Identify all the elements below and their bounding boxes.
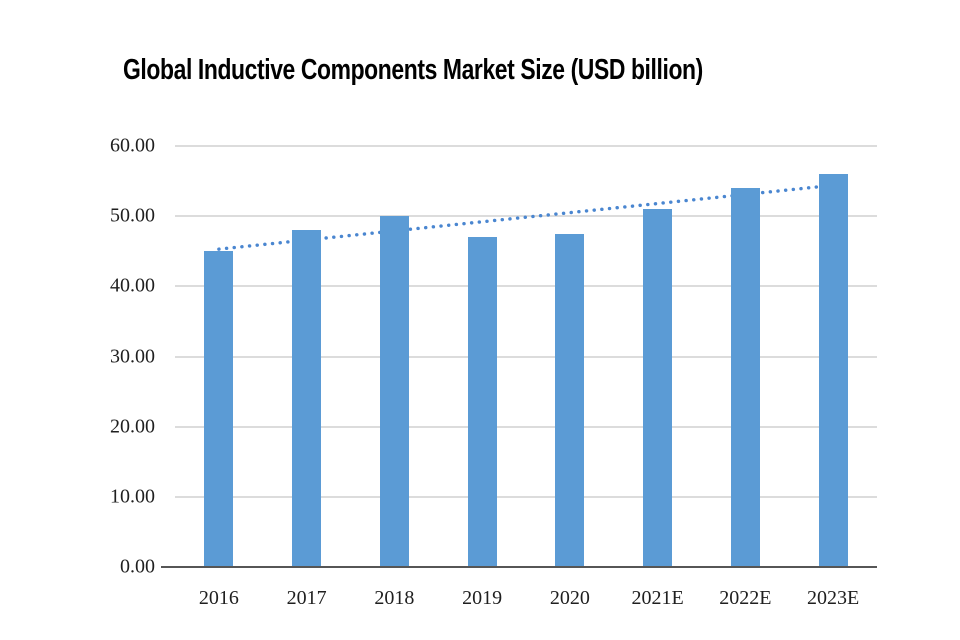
grid-line [175,425,877,428]
bar-slot [702,146,790,567]
bar [379,216,409,567]
bar-slot [526,146,614,567]
x-tick-label: 2022E [719,587,772,609]
x-axis-labels: 2016 2017 2018 2019 2020 2021E 2022E 2023E [175,587,877,610]
y-tick-label: 40.00 [110,274,155,297]
x-tick-label: 2023E [807,587,860,609]
x-tick-label: 2019 [462,587,503,609]
x-tick-label: 2016 [198,587,239,609]
x-tick-label: 2021E [631,587,684,609]
bar [730,188,760,567]
bar [204,251,234,567]
bar [818,174,848,567]
bar-slot [351,146,439,567]
bar-slot [438,146,526,567]
y-tick-label: 30.00 [110,345,155,367]
bar-slot [789,146,877,567]
bar [555,233,585,567]
grid-line [175,285,877,288]
y-tick-label: 10.00 [110,485,155,508]
bar-slot [614,146,702,567]
y-tick-label: 0.00 [120,555,155,578]
y-tick-label: 60.00 [110,134,155,157]
trend-line [217,183,835,251]
y-axis-labels: 0.00 10.00 20.00 30.00 40.00 50.00 60.00 [58,135,155,578]
grid-line [175,355,877,358]
bar-slot [263,146,351,567]
chart-title: Global Inductive Components Market Size … [123,54,703,86]
bar [643,209,673,567]
trendline-svg [217,183,835,251]
x-tick-label: 2018 [374,587,415,609]
y-tick-label: 50.00 [110,204,155,227]
bar [467,237,497,567]
plot-area [161,145,877,568]
bar-slot [175,146,263,567]
y-tick-label: 20.00 [110,415,155,438]
x-tick-label: 2020 [549,587,590,609]
bars-layer [175,146,877,567]
grid-line [175,145,877,147]
x-axis-line [161,566,877,568]
grid-line [175,495,877,498]
x-tick-label: 2017 [286,587,327,609]
bar [292,230,322,567]
